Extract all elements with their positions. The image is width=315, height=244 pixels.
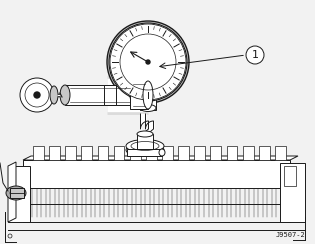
Ellipse shape [140,104,156,112]
Circle shape [110,24,186,100]
Bar [137,134,153,150]
Bar [98,146,108,160]
Circle shape [109,23,187,101]
Ellipse shape [6,186,26,200]
Bar [65,85,135,105]
Text: J9507-2: J9507-2 [275,232,305,238]
Circle shape [246,46,264,64]
Bar [280,163,305,222]
Circle shape [107,21,189,103]
Bar [10,188,24,198]
Ellipse shape [60,85,70,105]
Bar [284,166,296,186]
Bar [178,146,189,160]
Ellipse shape [126,140,164,152]
Bar [33,146,44,160]
Ellipse shape [126,143,164,156]
Bar [194,146,205,160]
Bar [8,166,30,222]
Bar [130,146,140,160]
Bar [146,146,157,160]
Bar [65,146,76,160]
Bar [81,146,92,160]
Bar [210,146,221,160]
Bar [162,146,173,160]
Bar [23,160,290,188]
Bar [127,149,162,156]
Ellipse shape [130,85,140,105]
Ellipse shape [159,149,165,156]
Ellipse shape [143,81,153,109]
Bar [140,98,156,110]
Bar [226,146,238,160]
Bar [114,146,124,160]
Ellipse shape [50,86,58,104]
Text: 1: 1 [251,50,259,60]
Bar [49,146,60,160]
Polygon shape [23,156,298,160]
Bar [259,146,270,160]
Bar [243,146,254,160]
Polygon shape [8,162,16,222]
Circle shape [34,92,40,98]
Circle shape [146,60,150,64]
Bar [130,81,148,109]
Bar [104,85,116,105]
Ellipse shape [137,131,153,137]
Circle shape [20,78,54,112]
Bar [275,146,286,160]
